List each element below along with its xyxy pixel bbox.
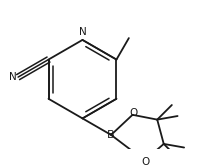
Text: O: O (129, 108, 138, 118)
Text: N: N (9, 72, 17, 82)
Text: N: N (79, 27, 86, 38)
Text: B: B (107, 130, 115, 140)
Text: O: O (142, 157, 150, 166)
